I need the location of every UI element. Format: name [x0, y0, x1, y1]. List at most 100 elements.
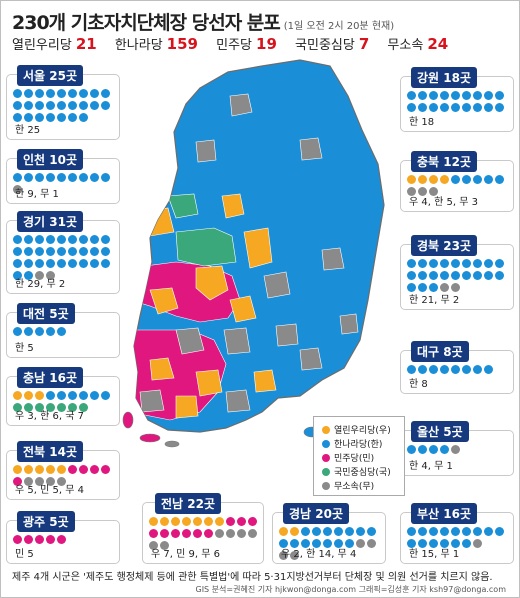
seat-dot — [312, 527, 321, 536]
seat-dot — [101, 465, 110, 474]
seat-dot — [193, 529, 202, 538]
seat-dot — [35, 477, 44, 486]
seat-dot — [418, 283, 427, 292]
seat-dot — [46, 271, 55, 280]
seat-dot — [57, 465, 66, 474]
seat-dot — [68, 403, 77, 412]
region-name: 충북 12곳 — [411, 151, 477, 172]
seat-dot — [356, 527, 365, 536]
seat-dot — [407, 259, 416, 268]
seat-dot — [57, 259, 66, 268]
region-card-chungbuk: 충북 12곳 우 4, 한 5, 무 3 — [400, 151, 514, 212]
seat-dot — [13, 235, 22, 244]
seat-dot — [462, 271, 471, 280]
seat-dot — [484, 271, 493, 280]
seat-dot — [68, 465, 77, 474]
seat-dot — [418, 539, 427, 548]
region-card-seoul: 서울 25곳 한 25 — [6, 65, 120, 140]
region-card-gyeongbuk: 경북 23곳 한 21, 무 2 — [400, 235, 514, 310]
seat-dot — [24, 259, 33, 268]
seat-dot — [57, 235, 66, 244]
jeonnam-uri-1 — [149, 357, 175, 381]
seat-dot — [407, 365, 416, 374]
island-1 — [139, 433, 161, 443]
seat-dot — [440, 283, 449, 292]
seat-dot — [237, 517, 246, 526]
seat-dot — [57, 173, 66, 182]
seat-dot — [35, 259, 44, 268]
seat-dot — [101, 235, 110, 244]
seat-dot — [149, 517, 158, 526]
jeonbuk-uri-3 — [229, 295, 257, 323]
seat-dot — [68, 259, 77, 268]
seat-dot — [13, 89, 22, 98]
seat-dot — [418, 365, 427, 374]
gyeongnam-ind-3 — [225, 389, 251, 413]
seat-dot — [484, 91, 493, 100]
seat-dot — [68, 235, 77, 244]
seat-dot — [334, 527, 343, 536]
seat-dot — [429, 527, 438, 536]
seat-dot — [101, 101, 110, 110]
seat-dot — [429, 259, 438, 268]
seat-dot — [35, 89, 44, 98]
seat-dot — [149, 541, 158, 550]
legend-item: 한나라당(한) — [322, 437, 382, 450]
seat-dot — [13, 185, 22, 194]
seat-dot — [473, 259, 482, 268]
chungbuk-uri-2 — [221, 193, 245, 219]
seat-dot — [312, 539, 321, 548]
seat-dot — [68, 101, 77, 110]
seat-dot — [473, 271, 482, 280]
seat-dot — [79, 391, 88, 400]
region-card-gyeonggi: 경기 31곳 한 29, 무 2 — [6, 211, 120, 294]
seat-dot — [13, 535, 22, 544]
region-card-gyeongnam: 경남 20곳 우 2, 한 14, 무 4 — [272, 503, 386, 564]
seat-dot — [13, 465, 22, 474]
seat-dot — [429, 283, 438, 292]
island-2 — [164, 440, 180, 448]
seat-dot — [24, 327, 33, 336]
seat-dots — [149, 517, 263, 553]
region-summary: 우 3, 한 6, 국 7 — [15, 411, 84, 422]
seat-dot — [13, 173, 22, 182]
seat-dot — [57, 89, 66, 98]
seat-dot — [279, 539, 288, 548]
seat-dot — [473, 103, 482, 112]
gyeongnam-uri — [253, 369, 277, 393]
seat-dot — [418, 527, 427, 536]
seat-dot — [13, 477, 22, 486]
region-name: 부산 16곳 — [411, 503, 477, 524]
seat-dot — [484, 259, 493, 268]
seat-dot — [451, 103, 460, 112]
seat-dot — [484, 365, 493, 374]
seat-dot — [13, 113, 22, 122]
seat-dot — [57, 477, 66, 486]
seat-dot — [248, 517, 257, 526]
seat-dot — [418, 271, 427, 280]
region-name: 경남 20곳 — [283, 503, 349, 524]
seat-dot — [484, 527, 493, 536]
seat-dot — [407, 445, 416, 454]
tally-uri: 열린우리당 21 — [12, 35, 97, 53]
seat-dot — [462, 527, 471, 536]
seat-dot — [35, 465, 44, 474]
seat-dot — [451, 365, 460, 374]
seat-dot — [473, 527, 482, 536]
seat-dot — [90, 173, 99, 182]
seat-dot — [57, 391, 66, 400]
seat-dot — [473, 175, 482, 184]
gangwon-ind-2 — [299, 137, 323, 161]
seat-dot — [279, 527, 288, 536]
seat-dot — [440, 445, 449, 454]
seat-dot — [429, 271, 438, 280]
seat-dot — [35, 535, 44, 544]
seat-dot — [79, 259, 88, 268]
seat-dots — [13, 535, 68, 547]
legend-item: 국민중심당(국) — [322, 465, 391, 478]
seat-dots — [407, 259, 513, 295]
gyeongnam-ind-1 — [275, 323, 299, 347]
seat-dots — [407, 365, 495, 377]
region-name: 인천 10곳 — [17, 149, 83, 170]
seat-dot — [35, 403, 44, 412]
